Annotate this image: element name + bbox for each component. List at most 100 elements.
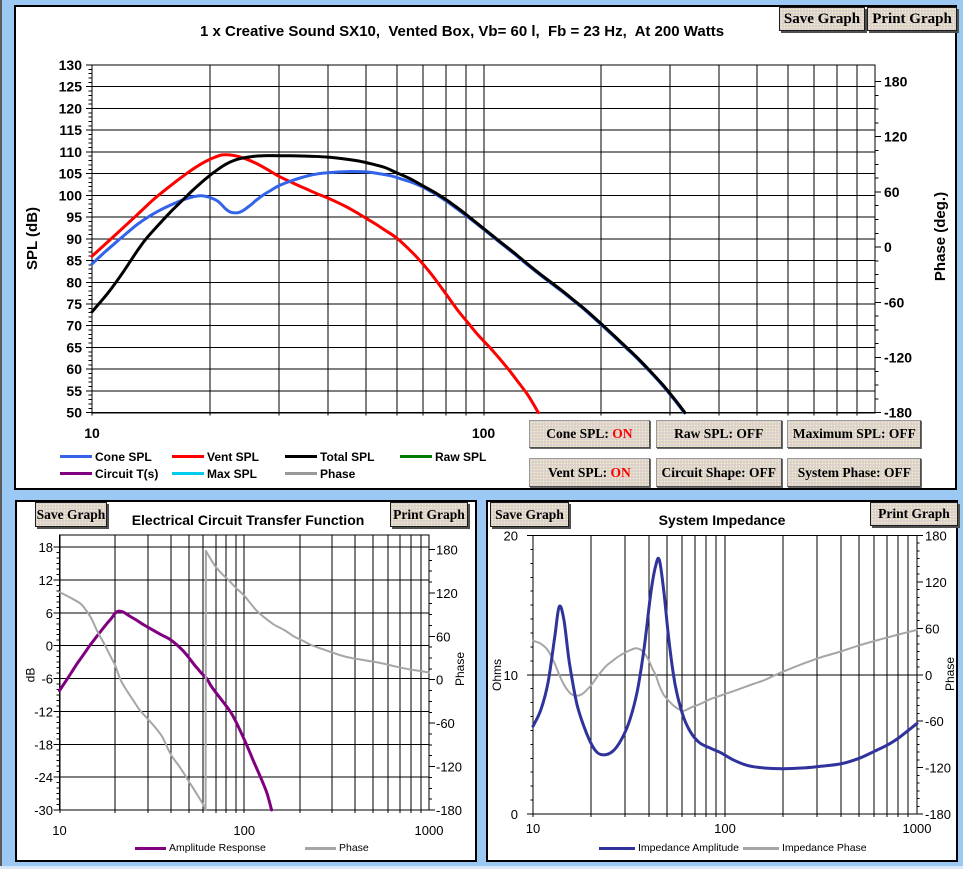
y-tick-label: -18 — [34, 737, 53, 752]
y2-tick-label: 180 — [925, 529, 947, 544]
y2-tick-label: -120 — [884, 350, 912, 366]
legend-item-impedance-amplitude: Impedance Amplitude — [599, 842, 739, 854]
legend-key-line — [60, 455, 92, 458]
x-tick-label: 10 — [84, 425, 100, 441]
y-tick-label: 60 — [66, 361, 82, 377]
legend-key-line — [285, 455, 317, 458]
legend-item-impedance-phase: Impedance Phase — [743, 842, 867, 854]
y-tick-label: -30 — [34, 803, 53, 818]
status-button-label: Cone SPL: — [546, 425, 613, 441]
save-graph-button-br[interactable]: Save Graph — [490, 502, 569, 527]
legend-label: Phase — [320, 466, 356, 481]
legend-item-vent-spl: Vent SPL — [172, 450, 259, 464]
print-graph-button-bl[interactable]: Print Graph — [390, 502, 468, 527]
save-graph-button-bl[interactable]: Save Graph — [35, 502, 107, 527]
tick-labels: 181260-6-12-18-24-30180120600-60-120-180… — [34, 540, 462, 838]
y2-tick-label: 60 — [925, 621, 939, 636]
legend-label: Amplitude Response — [169, 842, 266, 854]
window-bottom-edge — [0, 866, 963, 869]
spl-y2-axis-title: Phase (deg.) — [932, 191, 950, 282]
status-button-state: OFF — [736, 425, 764, 441]
y2-tick-label: 120 — [436, 586, 458, 601]
y-tick-label: 0 — [511, 807, 518, 822]
status-button-cone-spl[interactable]: Cone SPL: ON — [528, 419, 651, 448]
y-tick-label: 70 — [66, 318, 82, 334]
legend-item-cone-spl: Cone SPL — [60, 450, 152, 464]
status-button-system-phase[interactable]: System Phase: OFF — [787, 458, 922, 487]
y-tick-label: 65 — [66, 339, 82, 355]
tf-y2-axis-title: Phase — [453, 651, 468, 687]
legend-label: Impedance Amplitude — [638, 842, 739, 854]
status-button-state: ON — [610, 464, 631, 480]
y2-tick-label: 0 — [925, 668, 932, 683]
y2-tick-label: -180 — [925, 807, 951, 822]
series-group — [531, 556, 919, 771]
window-left-edge — [0, 0, 2, 866]
y-tick-label: 20 — [504, 529, 518, 544]
y-tick-label: -6 — [41, 672, 53, 687]
x-tick-label: 100 — [472, 425, 496, 441]
transfer-function-plot: 181260-6-12-18-24-30180120600-60-120-180… — [34, 534, 462, 838]
legend-label: Vent SPL — [207, 449, 260, 464]
status-button-circuit-shape[interactable]: Circuit Shape: OFF — [655, 458, 782, 487]
status-button-raw-spl[interactable]: Raw SPL: OFF — [655, 419, 782, 448]
legend-item-raw-spl: Raw SPL — [400, 450, 486, 464]
legend-key-line — [305, 846, 336, 850]
print-graph-button-br[interactable]: Print Graph — [870, 502, 958, 526]
series-impedance-amplitude — [531, 556, 919, 771]
legend-item-phase: Phase — [285, 467, 355, 481]
legend-label: Circuit T(s) — [95, 466, 159, 481]
series-vent-spl — [90, 153, 540, 415]
spl-chart-title: 1 x Creative Sound SX10, Vented Box, Vb=… — [199, 23, 725, 40]
x-tick-label: 10 — [52, 823, 66, 838]
y2-tick-label: 60 — [436, 629, 450, 644]
y2-tick-label: 0 — [884, 239, 892, 255]
series-group — [90, 153, 687, 415]
y2-tick-label: -180 — [436, 803, 462, 818]
transfer-function-title: Electrical Circuit Transfer Function — [131, 512, 365, 528]
y-tick-label: -12 — [34, 704, 53, 719]
y-tick-label: 80 — [66, 274, 82, 290]
legend-key-line — [172, 455, 204, 458]
status-button-maximum-spl[interactable]: Maximum SPL: OFF — [787, 419, 922, 448]
legend-key-line — [135, 846, 166, 850]
save-graph-button-top[interactable]: Save Graph — [779, 7, 865, 31]
status-button-state: OFF — [749, 464, 776, 480]
legend-item-amplitude-response: Amplitude Response — [135, 842, 266, 854]
axis-ticks — [527, 535, 923, 815]
x-tick-label: 1000 — [415, 823, 444, 838]
imp-y2-axis-title: Phase — [943, 656, 958, 692]
series-group — [58, 549, 430, 812]
legend-key-line — [60, 472, 92, 475]
y-tick-label: 85 — [66, 253, 82, 269]
y-tick-label: 6 — [46, 606, 53, 621]
y2-tick-label: 180 — [884, 74, 908, 90]
legend-label: Impedance Phase — [782, 842, 867, 854]
axis-ticks — [53, 546, 435, 811]
status-button-label: System Phase: — [797, 464, 885, 480]
y-tick-label: 0 — [46, 639, 53, 654]
legend-key-line — [400, 455, 432, 458]
status-button-label: Vent SPL: — [547, 464, 611, 480]
legend-label: Max SPL — [207, 466, 258, 481]
print-graph-button-top[interactable]: Print Graph — [867, 7, 957, 31]
impedance-title: System Impedance — [658, 512, 786, 528]
y2-tick-label: 180 — [436, 542, 458, 557]
y2-tick-label: 0 — [436, 673, 443, 688]
y-tick-label: 125 — [59, 79, 83, 95]
y-tick-label: 12 — [39, 573, 53, 588]
imp-y-axis-title: Ohms — [490, 658, 505, 692]
y2-tick-label: -60 — [884, 294, 904, 310]
status-button-state: ON — [612, 425, 633, 441]
y-tick-label: -24 — [34, 770, 53, 785]
legend-label: Phase — [339, 842, 369, 854]
series-total-spl — [90, 154, 687, 415]
grid-lines — [532, 535, 917, 817]
tf-y-axis-title: dB — [23, 667, 38, 683]
grid-lines — [91, 64, 875, 416]
status-button-vent-spl[interactable]: Vent SPL: ON — [528, 458, 651, 487]
y2-tick-label: -120 — [925, 761, 951, 776]
y-tick-label: 18 — [39, 540, 53, 555]
